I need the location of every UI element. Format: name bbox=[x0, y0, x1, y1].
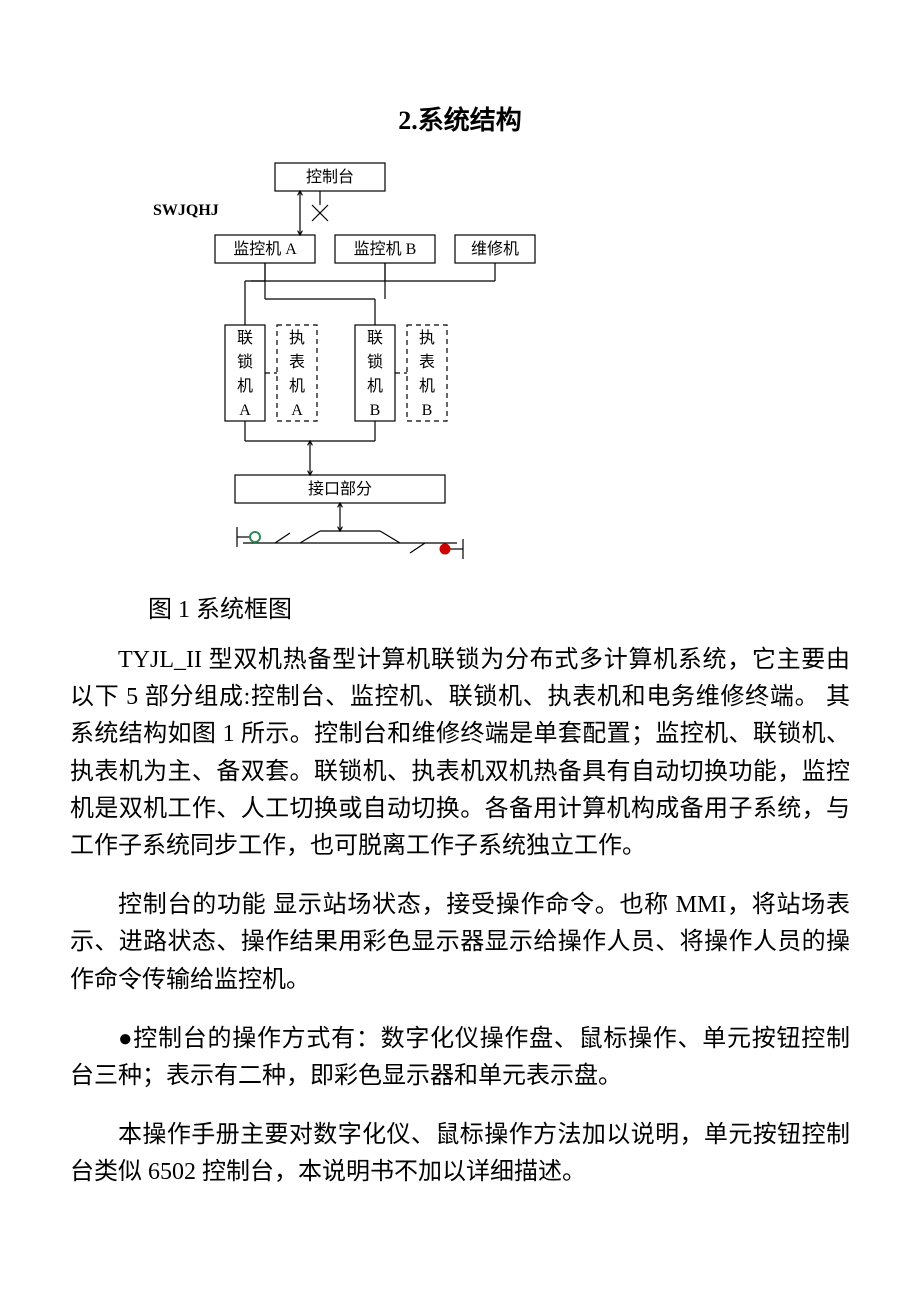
figure-caption: 图 1 系统框图 bbox=[148, 589, 850, 624]
svg-text:联: 联 bbox=[237, 329, 253, 347]
paragraph-3: ●控制台的操作方式有：数字化仪操作盘、鼠标操作、单元按钮控制台三种；表示有二种，… bbox=[70, 1021, 850, 1095]
paragraph-1: TYJL_II 型双机热备型计算机联锁为分布式多计算机系统，它主要由以下 5 部… bbox=[70, 642, 850, 865]
svg-text:维修机: 维修机 bbox=[471, 240, 519, 258]
svg-text:机: 机 bbox=[237, 377, 253, 395]
svg-text:表: 表 bbox=[419, 353, 435, 371]
system-diagram: 控制台监控机 A监控机 B维修机SWJQHJ联锁机A执表机A联锁机B执表机B接口… bbox=[145, 155, 850, 575]
svg-text:监控机 A: 监控机 A bbox=[233, 240, 297, 258]
svg-text:机: 机 bbox=[367, 377, 383, 395]
svg-text:锁: 锁 bbox=[367, 353, 383, 371]
section-title: 2.系统结构 bbox=[70, 100, 850, 137]
svg-text:锁: 锁 bbox=[237, 353, 253, 371]
svg-text:机: 机 bbox=[289, 377, 305, 395]
svg-text:接口部分: 接口部分 bbox=[308, 480, 372, 498]
svg-text:SWJQHJ: SWJQHJ bbox=[153, 202, 219, 219]
svg-text:表: 表 bbox=[289, 353, 305, 371]
svg-text:执: 执 bbox=[419, 329, 435, 347]
svg-text:B: B bbox=[422, 402, 433, 419]
svg-text:执: 执 bbox=[289, 329, 305, 347]
svg-text:控制台: 控制台 bbox=[306, 168, 354, 186]
svg-text:A: A bbox=[239, 402, 251, 419]
svg-text:A: A bbox=[291, 402, 303, 419]
system-diagram-svg: 控制台监控机 A监控机 B维修机SWJQHJ联锁机A执表机A联锁机B执表机B接口… bbox=[145, 155, 555, 575]
svg-text:监控机 B: 监控机 B bbox=[354, 240, 417, 258]
svg-text:B: B bbox=[370, 402, 381, 419]
paragraph-2: 控制台的功能 显示站场状态，接受操作命令。也称 MMI，将站场表示、进路状态、操… bbox=[70, 887, 850, 999]
svg-text:联: 联 bbox=[367, 329, 383, 347]
paragraph-4: 本操作手册主要对数字化仪、鼠标操作方法加以说明，单元按钮控制台类似 6502 控… bbox=[70, 1117, 850, 1191]
svg-text:机: 机 bbox=[419, 377, 435, 395]
